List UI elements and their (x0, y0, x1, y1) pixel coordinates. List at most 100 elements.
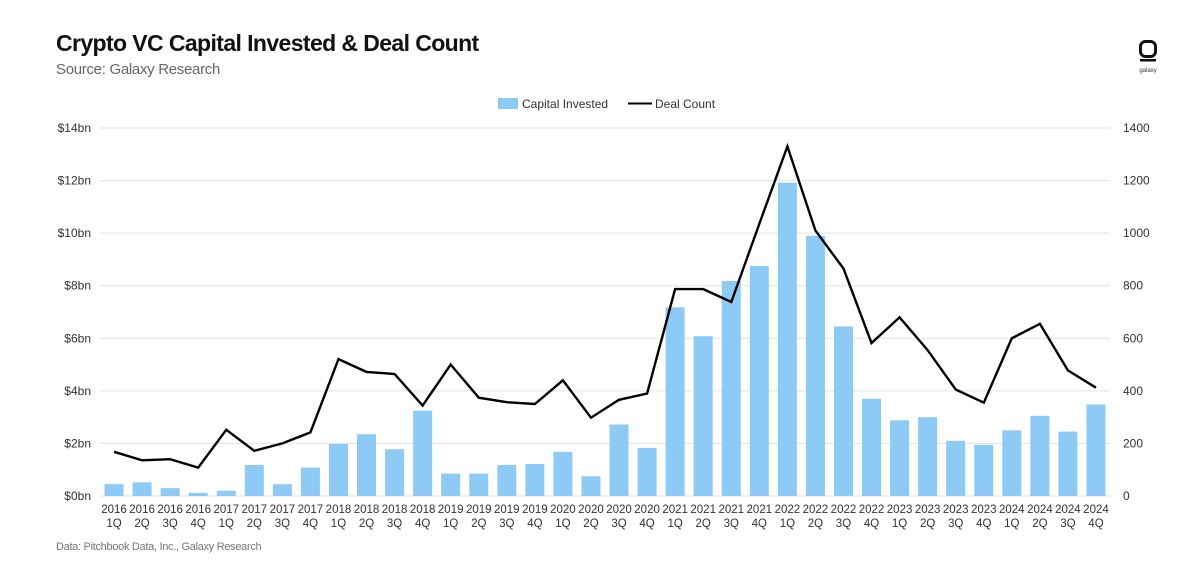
bar-capital-invested (525, 463, 545, 496)
x-tick-label: 2017 3Q (270, 504, 296, 530)
right-tick-label: 600 (1123, 331, 1143, 345)
line-series (113, 142, 1097, 469)
x-tick-label: 2020 2Q (578, 504, 604, 530)
left-tick-label: $6bn (64, 331, 91, 345)
x-tick-label: 2020 4Q (634, 504, 660, 530)
x-tick-label: 2019 2Q (466, 504, 492, 530)
galaxy-logo-text: galaxy (1139, 68, 1157, 74)
x-tick-label: 2023 4Q (971, 504, 997, 530)
right-tick-label: 0 (1123, 489, 1130, 503)
x-tick-label: 2017 4Q (298, 504, 324, 530)
bar-capital-invested (357, 434, 377, 496)
left-axis: $0bn $2bn $4bn $6bn $8bn $10bn $12bn $14bn (58, 121, 91, 503)
bar-capital-invested (721, 280, 741, 496)
bar-capital-invested (918, 417, 938, 496)
left-tick-label: $8bn (64, 279, 91, 293)
bar-capital-invested (244, 464, 264, 496)
line-deal-count (113, 142, 1097, 469)
x-tick-label: 2016 2Q (129, 504, 155, 530)
x-tick-label: 2020 3Q (606, 504, 632, 530)
x-tick-label: 2021 1Q (662, 504, 688, 530)
chart-title: Crypto VC Capital Invested & Deal Count (56, 30, 479, 56)
right-tick-label: 1200 (1123, 174, 1150, 188)
x-tick-label: 2018 4Q (410, 504, 436, 530)
bar-capital-invested (553, 451, 573, 496)
x-tick-label: 2021 3Q (718, 504, 744, 530)
left-tick-label: $2bn (64, 436, 91, 450)
galaxy-logo: galaxy (1130, 40, 1166, 74)
bar-capital-invested (188, 492, 208, 496)
bar-capital-invested (1030, 415, 1050, 496)
bar-capital-invested (1002, 430, 1022, 496)
bar-capital-invested (665, 307, 685, 496)
legend: Capital Invested Deal Count (498, 97, 716, 111)
bar-capital-invested (609, 424, 629, 496)
bar-capital-invested (581, 476, 601, 496)
x-tick-label: 2016 1Q (101, 504, 127, 530)
x-tick-label: 2022 3Q (831, 504, 857, 530)
x-tick-label: 2019 1Q (438, 504, 464, 530)
right-tick-label: 200 (1123, 436, 1143, 450)
bar-capital-invested (777, 182, 797, 496)
bar-capital-invested (1086, 404, 1106, 496)
legend-label-deal: Deal Count (655, 97, 716, 111)
x-tick-label: 2024 4Q (1083, 504, 1109, 530)
x-tick-label: 2021 4Q (747, 504, 773, 530)
bar-capital-invested (637, 447, 657, 496)
bar-capital-invested (469, 473, 489, 496)
bar-capital-invested (160, 488, 180, 496)
right-tick-label: 1400 (1123, 121, 1150, 135)
x-tick-label: 2018 3Q (382, 504, 408, 530)
x-tick-label: 2018 2Q (354, 504, 380, 530)
bar-capital-invested (1058, 431, 1078, 496)
x-tick-label: 2024 1Q (999, 504, 1025, 530)
x-tick-label: 2019 4Q (522, 504, 548, 530)
bar-capital-invested (805, 235, 825, 496)
bar-capital-invested (300, 467, 320, 496)
left-tick-label: $12bn (58, 174, 91, 188)
bar-capital-invested (216, 490, 236, 496)
x-tick-label: 2017 2Q (242, 504, 268, 530)
chart-subtitle: Source: Galaxy Research (56, 61, 221, 78)
bar-capital-invested (833, 326, 853, 496)
x-tick-label: 2016 4Q (185, 504, 211, 530)
bar-capital-invested (328, 443, 348, 496)
x-tick-label: 2017 1Q (213, 504, 239, 530)
right-tick-label: 400 (1123, 384, 1143, 398)
galaxy-logo-icon (1139, 40, 1157, 62)
bar-capital-invested (132, 482, 152, 496)
left-tick-label: $10bn (58, 226, 91, 240)
x-tick-label: 2016 3Q (157, 504, 183, 530)
bar-capital-invested (693, 336, 713, 496)
x-tick-label: 2024 3Q (1055, 504, 1081, 530)
bar-capital-invested (385, 449, 405, 496)
bar-capital-invested (946, 440, 966, 496)
x-tick-label: 2023 3Q (943, 504, 969, 530)
x-tick-label: 2024 2Q (1027, 504, 1053, 530)
right-tick-label: 1000 (1123, 226, 1150, 240)
bar-capital-invested (974, 444, 994, 496)
x-tick-label: 2022 4Q (859, 504, 885, 530)
x-tick-label: 2020 1Q (550, 504, 576, 530)
right-tick-label: 800 (1123, 279, 1143, 293)
legend-label-capital: Capital Invested (522, 97, 608, 111)
legend-swatch-capital (498, 98, 518, 109)
left-tick-label: $0bn (64, 489, 91, 503)
x-tick-label: 2023 2Q (915, 504, 941, 530)
bar-capital-invested (890, 420, 910, 496)
x-tick-label: 2018 1Q (326, 504, 352, 530)
bar-capital-invested (104, 484, 124, 496)
x-tick-label: 2022 1Q (775, 504, 801, 530)
x-tick-label: 2022 2Q (803, 504, 829, 530)
left-tick-label: $4bn (64, 384, 91, 398)
right-axis: 0 200 400 600 800 1000 1200 1400 (1123, 121, 1150, 503)
bar-capital-invested (272, 484, 292, 496)
x-tick-label: 2023 1Q (887, 504, 913, 530)
bar-capital-invested (441, 473, 461, 496)
left-tick-label: $14bn (58, 121, 91, 135)
gridlines (100, 127, 1110, 497)
bar-capital-invested (862, 398, 882, 496)
bar-series (104, 182, 1106, 496)
